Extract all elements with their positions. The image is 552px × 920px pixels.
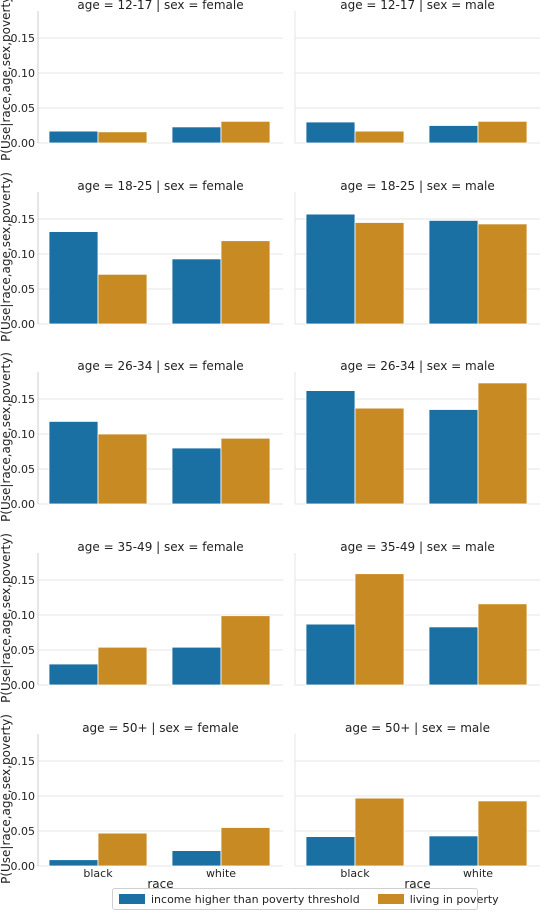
y-axis-label: P(Use|race,age,sex,poverty) (0, 0, 13, 161)
x-axis-label: race (147, 877, 173, 891)
bar-white-above-threshold (171, 646, 222, 686)
legend-label-income-above-threshold: income higher than poverty threshold (151, 892, 360, 906)
bar-black-in-poverty (97, 433, 148, 505)
y-tick-label: 0.05 (11, 463, 36, 476)
x-tick-label: white (463, 867, 493, 880)
bar-black-in-poverty (97, 273, 148, 325)
y-axis-label: P(Use|race,age,sex,poverty) (0, 352, 13, 522)
bar-black-in-poverty (97, 646, 148, 686)
panel-title: age = 18-25 | sex = female (77, 179, 243, 193)
bar-white-above-threshold (428, 409, 479, 505)
bar-black-in-poverty (97, 832, 148, 867)
x-tick-label: white (206, 867, 236, 880)
bar-white-above-threshold (428, 125, 479, 144)
bar-white-in-poverty (220, 120, 271, 144)
panel-title: age = 26-34 | sex = male (340, 359, 495, 373)
y-tick-label: 0.00 (11, 318, 36, 331)
bar-white-in-poverty (477, 800, 528, 867)
y-tick-label: 0.05 (11, 283, 36, 296)
legend-swatch-income-above-threshold (119, 894, 145, 904)
bar-black-above-threshold (48, 420, 99, 505)
y-tick-label: 0.05 (11, 825, 36, 838)
y-tick-label: 0.10 (11, 248, 36, 261)
panel-title: age = 18-25 | sex = male (340, 179, 495, 193)
bar-black-in-poverty (354, 573, 405, 686)
bar-black-in-poverty (354, 130, 405, 144)
bar-white-in-poverty (220, 240, 271, 325)
y-tick-label: 0.15 (11, 32, 36, 45)
legend-swatch-living-in-poverty (377, 894, 404, 904)
y-tick-label: 0.00 (11, 679, 36, 692)
y-tick-label: 0.00 (11, 860, 36, 873)
bar-white-in-poverty (220, 615, 271, 686)
y-tick-label: 0.15 (11, 393, 36, 406)
panel-title: age = 50+ | sex = female (82, 721, 239, 735)
bar-white-in-poverty (220, 437, 271, 505)
bar-black-above-threshold (305, 623, 356, 686)
legend-item-living-in-poverty: living in poverty (377, 892, 499, 906)
panel-title: age = 50+ | sex = male (345, 721, 490, 735)
bar-white-above-threshold (428, 835, 479, 867)
bar-white-above-threshold (171, 447, 222, 505)
bar-black-in-poverty (354, 407, 405, 505)
x-tick-label: black (340, 867, 370, 880)
y-axis-label: P(Use|race,age,sex,poverty) (0, 533, 13, 703)
panel-title: age = 12-17 | sex = male (340, 0, 495, 12)
bar-black-above-threshold (48, 231, 99, 325)
bar-black-above-threshold (305, 390, 356, 505)
y-tick-label: 0.10 (11, 67, 36, 80)
bar-white-in-poverty (220, 827, 271, 867)
legend-label-living-in-poverty: living in poverty (409, 892, 499, 906)
y-tick-label: 0.00 (11, 137, 36, 150)
y-tick-label: 0.05 (11, 644, 36, 657)
x-axis-label: race (404, 877, 430, 891)
y-axis-label: P(Use|race,age,sex,poverty) (0, 714, 13, 884)
bar-white-in-poverty (477, 382, 528, 505)
y-tick-label: 0.10 (11, 790, 36, 803)
y-tick-label: 0.00 (11, 498, 36, 511)
panel-title: age = 35-49 | sex = male (340, 540, 495, 554)
bar-black-above-threshold (48, 859, 99, 867)
bar-white-above-threshold (171, 850, 222, 867)
legend: income higher than poverty threshold liv… (112, 888, 499, 910)
bar-black-in-poverty (354, 222, 405, 325)
bar-black-above-threshold (305, 121, 356, 144)
x-tick-label: black (83, 867, 113, 880)
y-tick-label: 0.10 (11, 428, 36, 441)
bar-white-in-poverty (477, 120, 528, 144)
bar-black-above-threshold (48, 663, 99, 686)
bar-black-in-poverty (97, 131, 148, 144)
y-tick-label: 0.15 (11, 755, 36, 768)
bar-black-above-threshold (305, 213, 356, 325)
panel-title: age = 26-34 | sex = female (77, 359, 243, 373)
y-tick-label: 0.15 (11, 213, 36, 226)
bar-black-above-threshold (48, 130, 99, 144)
bar-white-in-poverty (477, 603, 528, 686)
panel-title: age = 12-17 | sex = female (77, 0, 243, 12)
y-tick-label: 0.15 (11, 574, 36, 587)
panel-title: age = 35-49 | sex = female (77, 540, 243, 554)
bar-white-in-poverty (477, 223, 528, 325)
y-tick-label: 0.05 (11, 102, 36, 115)
bar-white-above-threshold (171, 126, 222, 144)
bar-white-above-threshold (428, 219, 479, 325)
y-axis-label: P(Use|race,age,sex,poverty) (0, 172, 13, 342)
bar-white-above-threshold (171, 258, 222, 325)
bar-black-above-threshold (305, 836, 356, 867)
bar-white-above-threshold (428, 626, 479, 686)
bar-black-in-poverty (354, 797, 405, 867)
y-tick-label: 0.10 (11, 609, 36, 622)
legend-item-income-above-threshold: income higher than poverty threshold (119, 893, 360, 906)
